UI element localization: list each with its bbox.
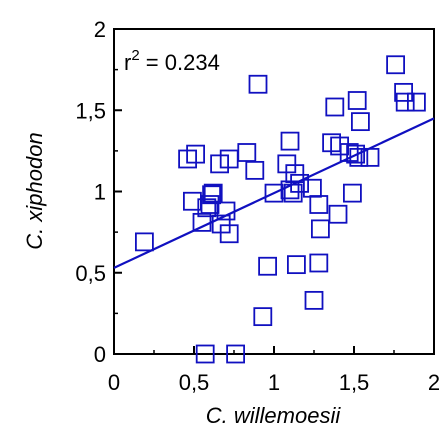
r-squared-superscript: 2 — [131, 47, 139, 64]
data-point — [186, 144, 206, 164]
data-point — [346, 144, 366, 164]
data-point — [248, 74, 268, 94]
data-point — [264, 183, 284, 203]
data-point — [197, 198, 217, 218]
data-point — [226, 344, 246, 364]
x-tick-label: 1,5 — [339, 370, 370, 395]
y-tick-label: 1 — [94, 180, 106, 205]
data-point — [216, 201, 236, 221]
data-point — [203, 183, 223, 203]
data-point — [258, 256, 278, 276]
y-tick-label: 2 — [94, 17, 106, 42]
data-point — [302, 178, 322, 198]
x-tick-label: 0,5 — [179, 370, 210, 395]
data-point — [237, 143, 257, 162]
data-point — [219, 149, 239, 169]
data-point — [290, 173, 310, 193]
data-point — [195, 344, 215, 364]
data-point — [339, 143, 359, 162]
data-point — [253, 307, 273, 327]
data-point — [386, 55, 406, 75]
data-point — [309, 253, 329, 273]
data-point — [406, 92, 426, 112]
data-point — [210, 154, 230, 174]
data-point — [245, 160, 265, 180]
data-point — [134, 232, 154, 252]
x-tick-label: 0 — [108, 370, 120, 395]
x-tick-label: 1 — [268, 370, 280, 395]
data-point — [309, 195, 329, 214]
data-point — [283, 183, 303, 203]
x-axis-ticks: 0 0,5 1 1,5 2 — [108, 346, 440, 395]
regression-line-group — [113, 117, 435, 269]
y-axis-title: C. xiphodon — [22, 132, 47, 249]
x-axis-title: C. willemoesii — [206, 403, 342, 428]
y-tick-label: 1,5 — [75, 98, 106, 123]
data-point — [347, 91, 367, 110]
data-point — [360, 147, 380, 167]
y-tick-label: 0,5 — [75, 261, 106, 286]
r-squared-value: = 0.234 — [140, 50, 220, 75]
data-point — [202, 185, 222, 205]
data-point — [304, 290, 324, 310]
data-point — [280, 131, 300, 151]
data-point — [394, 82, 414, 102]
data-point — [285, 164, 305, 184]
regression-line — [113, 117, 435, 269]
data-point — [219, 224, 239, 244]
data-point — [349, 147, 369, 167]
data-point — [328, 204, 348, 224]
data-point — [325, 97, 345, 117]
y-axis-ticks: 0 0,5 1 1,5 2 — [75, 17, 122, 367]
data-point — [310, 219, 330, 239]
data-point — [342, 183, 362, 203]
plot-frame — [113, 28, 435, 355]
data-point — [395, 92, 415, 112]
r-squared-prefix: r — [124, 50, 131, 75]
data-points — [134, 55, 426, 364]
y-tick-label: 0 — [94, 342, 106, 367]
data-point — [350, 112, 370, 132]
x-tick-label: 2 — [428, 370, 440, 395]
plot-border — [113, 28, 435, 355]
r-squared-annotation: r2 = 0.234 — [124, 47, 220, 75]
data-point — [200, 195, 220, 214]
data-point — [286, 255, 306, 275]
